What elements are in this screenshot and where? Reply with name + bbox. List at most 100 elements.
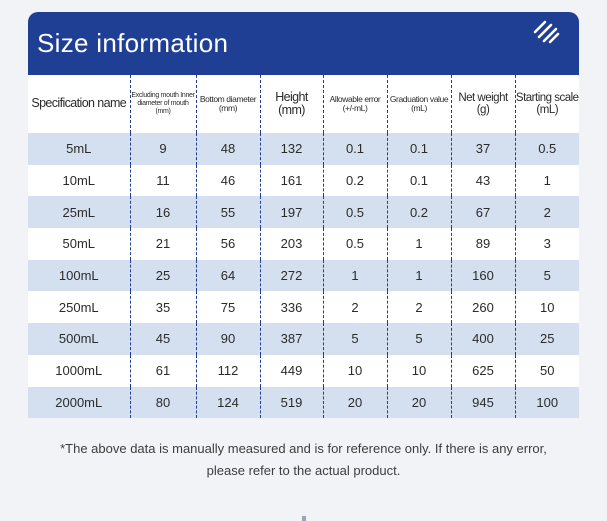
page-title: Size information (37, 28, 229, 58)
column-header-allowable-error: Allowable error (+/-mL) (323, 75, 388, 133)
table-cell: 160 (451, 259, 516, 292)
table-cell: 50mL (28, 228, 131, 260)
table-cell: 100mL (28, 259, 131, 292)
table-cell: 124 (196, 386, 261, 418)
column-header-height: Height (mm) (260, 75, 324, 133)
column-header-unit: (mm) (218, 103, 238, 113)
column-header-label: Excluding mouth Inner diameter of mouth (131, 92, 195, 108)
table-cell: 61 (130, 354, 197, 387)
table-cell: 55 (196, 196, 261, 229)
table-cell: 1 (323, 259, 388, 292)
table-cell: 75 (196, 291, 261, 324)
footnote: *The above data is manually measured and… (28, 438, 579, 482)
table-row: 100mL 25 64 272 1 1 160 5 (28, 259, 579, 292)
table-row: 5mL 9 48 132 0.1 0.1 37 0.5 (28, 133, 579, 165)
table-cell: 5mL (28, 133, 131, 165)
table-cell: 945 (451, 386, 516, 418)
table-row: 10mL 11 46 161 0.2 0.1 43 1 (28, 164, 579, 197)
table-cell: 112 (196, 354, 261, 387)
table-cell: 3 (515, 228, 579, 260)
column-header-label: Specification name (31, 96, 127, 111)
column-header-label: Starting scale (515, 91, 579, 104)
column-header-inner-diameter: Excluding mouth Inner diameter of mouth … (130, 75, 197, 133)
table-cell: 500mL (28, 323, 131, 355)
size-table: Specification name Excluding mouth Inner… (28, 75, 579, 418)
column-header-label: Graduation value (389, 94, 449, 105)
table-cell: 0.2 (323, 164, 388, 197)
table-cell: 1 (515, 164, 579, 197)
table-cell: 46 (196, 164, 261, 197)
table-cell: 50 (515, 354, 579, 387)
table-cell: 197 (260, 196, 324, 229)
table-cell: 0.2 (387, 196, 452, 229)
table-cell: 260 (451, 291, 516, 324)
table-cell: 2000mL (28, 386, 131, 418)
column-header-bottom-diameter: Bottom diameter (mm) (196, 75, 261, 133)
column-header-unit: (mL) (536, 104, 559, 116)
table-cell: 0.5 (515, 133, 579, 165)
table-cell: 16 (130, 196, 197, 229)
table-cell: 56 (196, 228, 261, 260)
table-cell: 20 (323, 386, 388, 418)
table-cell: 10 (387, 354, 452, 387)
table-cell: 5 (515, 259, 579, 292)
table-cell: 2 (515, 196, 579, 229)
table-cell: 10mL (28, 164, 131, 197)
bottom-edge-mark (302, 516, 306, 521)
table-cell: 11 (130, 164, 197, 197)
table-cell: 89 (451, 228, 516, 260)
table-row: 500mL 45 90 387 5 5 400 25 (28, 323, 579, 355)
table-cell: 203 (260, 228, 324, 260)
footnote-line: *The above data is manually measured and… (60, 441, 547, 456)
table-row: 2000mL 80 124 519 20 20 945 100 (28, 386, 579, 418)
table-cell: 132 (260, 133, 324, 165)
column-header-graduation-value: Graduation value (mL) (387, 75, 452, 133)
table-cell: 37 (451, 133, 516, 165)
table-cell: 0.1 (387, 133, 452, 165)
column-header-unit: (mm) (155, 107, 171, 115)
table-cell: 449 (260, 354, 324, 387)
table-header-row: Specification name Excluding mouth Inner… (28, 75, 579, 133)
table-cell: 161 (260, 164, 324, 197)
table-cell: 43 (451, 164, 516, 197)
table-cell: 100 (515, 386, 579, 418)
column-header-starting-scale: Starting scale (mL) (515, 75, 579, 133)
column-header-unit: (g) (476, 104, 490, 116)
table-cell: 10 (515, 291, 579, 324)
table-cell: 21 (130, 228, 197, 260)
table-cell: 80 (130, 386, 197, 418)
table-cell: 387 (260, 323, 324, 355)
table-cell: 272 (260, 259, 324, 292)
table-cell: 0.5 (323, 196, 388, 229)
table-row: 250mL 35 75 336 2 2 260 10 (28, 291, 579, 324)
table-cell: 10 (323, 354, 388, 387)
table-cell: 35 (130, 291, 197, 324)
table-cell: 2 (387, 291, 452, 324)
table-cell: 9 (130, 133, 197, 165)
table-cell: 2 (323, 291, 388, 324)
table-cell: 48 (196, 133, 261, 165)
column-header-label: Allowable error (329, 94, 381, 105)
diagonal-stripes-logo-icon (533, 20, 560, 44)
footnote-line: please refer to the actual product. (206, 463, 401, 478)
table-cell: 336 (260, 291, 324, 324)
column-header-unit: (mL) (411, 103, 427, 113)
table-cell: 25mL (28, 196, 131, 229)
column-header-label: Bottom diameter (199, 94, 257, 105)
table-row: 1000mL 61 112 449 10 10 625 50 (28, 354, 579, 387)
header-bar: Size information (28, 12, 579, 75)
table-cell: 250mL (28, 291, 131, 324)
table-cell: 1 (387, 228, 452, 260)
table-cell: 5 (387, 323, 452, 355)
table-cell: 400 (451, 323, 516, 355)
table-cell: 1 (387, 259, 452, 292)
table-cell: 67 (451, 196, 516, 229)
table-cell: 25 (130, 259, 197, 292)
column-header-label: Height (275, 89, 308, 104)
table-cell: 625 (451, 354, 516, 387)
column-header-specification: Specification name (28, 75, 131, 133)
table-cell: 0.5 (323, 228, 388, 260)
table-cell: 0.1 (387, 164, 452, 197)
table-cell: 5 (323, 323, 388, 355)
table-cell: 64 (196, 259, 261, 292)
